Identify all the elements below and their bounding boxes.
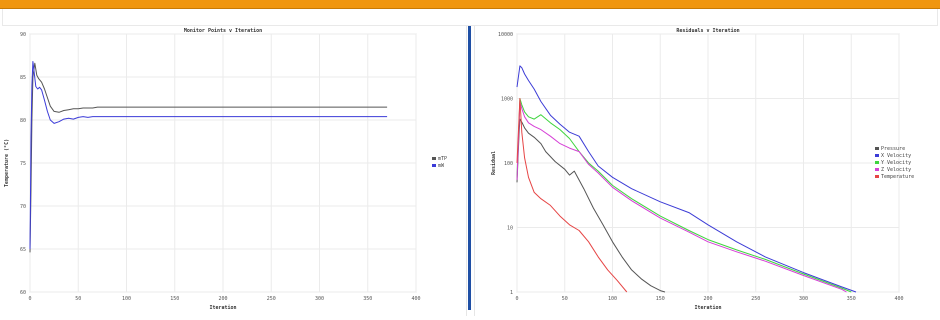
- y-axis-label: Residual: [491, 151, 497, 175]
- chart-title: Monitor Points v Iteration: [184, 28, 262, 34]
- residuals-chart: 0 50 100 150 200 250 300 350 400 1 10 100 1000 10000 R…: [491, 28, 914, 311]
- y-tick-label: 80: [20, 118, 26, 124]
- y-tick-label: 85: [20, 75, 26, 81]
- accent-bar-edge: [0, 8, 940, 9]
- x-tick-label: 100: [122, 296, 131, 302]
- x-tick-label: 200: [218, 296, 227, 302]
- y-tick-label: 90: [20, 32, 26, 38]
- y-tick-label: 65: [20, 247, 26, 253]
- x-tick-label: 350: [363, 296, 372, 302]
- x-tick-label: 400: [894, 296, 903, 302]
- legend-label: Temperature: [881, 174, 914, 180]
- y-tick-label: 10: [507, 226, 513, 232]
- x-tick-label: 300: [799, 296, 808, 302]
- x-tick-label: 300: [315, 296, 324, 302]
- panel-divider[interactable]: [468, 26, 471, 310]
- legend-swatch: [875, 154, 879, 157]
- legend-label: mTP: [438, 156, 447, 162]
- y-tick-label: 1: [510, 290, 513, 296]
- y-tick-label: 60: [20, 290, 26, 296]
- y-tick-label: 70: [20, 204, 26, 210]
- x-tick-label: 0: [28, 296, 31, 302]
- residuals-panel: 0 50 100 150 200 250 300 350 400 1 10 100 1000 10000 R…: [474, 26, 940, 316]
- window-frame: [2, 9, 938, 26]
- x-tick-label: 200: [703, 296, 712, 302]
- legend-swatch: [875, 147, 879, 150]
- y-tick-label: 100: [504, 161, 513, 167]
- x-tick-label: 100: [608, 296, 617, 302]
- x-tick-label: 150: [170, 296, 179, 302]
- legend-swatch: [875, 168, 879, 171]
- legend-label: Z Velocity: [881, 167, 911, 173]
- window-accent-bar: [0, 0, 940, 8]
- legend-swatch: [875, 175, 879, 178]
- x-tick-label: 150: [656, 296, 665, 302]
- series-line: [516, 118, 666, 293]
- series-line: [516, 98, 852, 293]
- legend-swatch: [432, 157, 436, 160]
- series-line: [516, 98, 628, 293]
- x-tick-label: 0: [515, 296, 518, 302]
- monitor-points-panel: 0 50 100 150 200 250 300 350 400 60 65 70 75 80 85 90 Mo…: [0, 26, 467, 316]
- x-tick-label: 250: [267, 296, 276, 302]
- chart-title: Residuals v Iteration: [676, 28, 739, 34]
- x-tick-label: 350: [847, 296, 856, 302]
- y-tick-label: 1000: [501, 97, 513, 103]
- legend-label: Y Velocity: [881, 160, 911, 166]
- legend-swatch: [875, 161, 879, 164]
- x-tick-label: 50: [75, 296, 81, 302]
- x-tick-label: 50: [562, 296, 568, 302]
- legend-label: X Velocity: [881, 153, 911, 159]
- y-axis-label: Temperature (°C): [4, 139, 10, 187]
- x-axis-label: Iteration: [694, 305, 721, 311]
- y-tick-label: 10000: [498, 32, 513, 38]
- series-line: [29, 61, 388, 250]
- x-tick-label: 400: [411, 296, 420, 302]
- x-tick-label: 250: [751, 296, 760, 302]
- legend-label: Pressure: [881, 146, 905, 152]
- series-line: [29, 62, 388, 253]
- legend-swatch: [432, 164, 436, 167]
- legend-label: mW: [438, 163, 445, 169]
- x-axis-label: Iteration: [209, 305, 236, 311]
- monitor-points-chart: 0 50 100 150 200 250 300 350 400 60 65 70 75 80 85 90 Mo…: [4, 28, 447, 311]
- series-line: [516, 101, 847, 293]
- y-tick-label: 75: [20, 161, 26, 167]
- series-line: [516, 65, 857, 293]
